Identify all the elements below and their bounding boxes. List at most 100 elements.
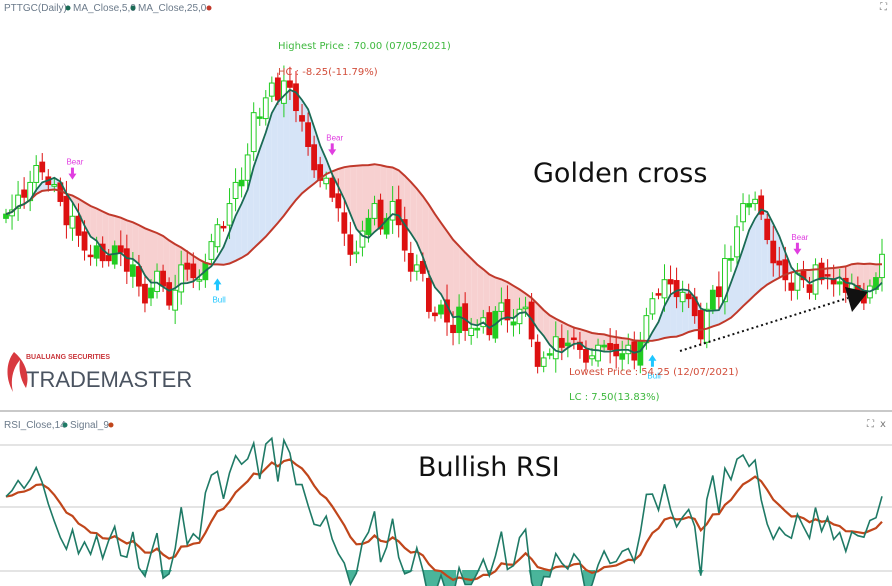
bull-candle [383,217,390,235]
ma-fill-segment [749,218,756,301]
bull-candle [172,289,179,311]
bull-candle [244,154,251,181]
lowest-price-label: Lowest Price : 54.25 (12/07/2021) [569,367,739,378]
bear-candle [667,279,674,285]
bull-candle [516,308,523,325]
bullish-rsi-label: Bullish RSI [418,452,560,483]
lc-label: LC : 7.50(13.83%) [569,392,660,403]
bull-candle [196,279,203,282]
bear-candle [407,252,414,272]
bull-candle [214,224,221,248]
bear-candle [75,215,82,236]
ma-fill-segment [664,294,671,339]
ma-fill-segment [404,175,411,234]
ma-fill-segment [247,166,254,255]
ma-fill-segment [857,263,864,291]
bear-candle [21,189,28,198]
bull-candle [51,184,58,187]
bear-signal-label: Bear [66,158,83,167]
trend-arrow-head [845,287,868,312]
bull-candle [595,344,601,362]
rsi-line [5,436,883,586]
logo-product: TRADEMASTER [26,367,192,392]
bear-candle [788,282,795,291]
bear-candle [401,219,408,251]
ma-fill-segment [217,247,224,265]
bull-candle [510,321,517,326]
ma-fill-segment [241,189,248,258]
bear-candle [142,283,148,304]
bear-candle [220,225,227,229]
hc-label: HC : -8.25(-11.79%) [278,67,378,78]
ma-fast-color-dot [130,5,136,11]
maximize-icon[interactable]: ⛶ [879,2,888,13]
bear-candle [758,195,765,215]
bear-candle [190,263,197,279]
bull-candle [281,80,287,104]
ma-fill-segment [737,248,744,313]
bull-candle [262,97,269,120]
ma-fill-segment [658,305,665,340]
bear-candle [818,262,825,281]
bull-candle [468,327,475,337]
bull-candle [15,194,21,209]
ma-slow-legend-dot [206,5,212,11]
rsi-maximize-icon[interactable]: ⛶ [866,419,875,430]
ma-fill-segment [718,298,725,325]
bear-candle [299,115,305,122]
bear-candle [570,337,577,341]
rsi-close-icon[interactable]: x [880,419,886,430]
bull-candle [728,258,734,261]
ma-fill-segment [851,263,858,287]
signal-markers: Bear Bull Bear Bull Bear [66,133,808,380]
bear-candle [39,161,46,173]
bull-candle [148,287,154,299]
bull-candle [353,251,360,255]
bull-candle [208,241,215,260]
ma-fill-segment [289,89,296,208]
ma-fill-segment [459,246,466,320]
bull-candle [619,353,626,360]
bull-candle [226,203,233,226]
bull-candle [456,306,463,334]
bear-arrow-icon [68,167,77,180]
bear-candle [311,144,318,171]
bear-candle [63,195,70,226]
ma-fill-segment [755,209,762,295]
bull-candle [359,230,366,248]
bear-candle [770,240,777,264]
ma-fill-segment [338,167,345,200]
bull-candle [178,264,185,293]
bull-candle [232,181,239,199]
ma-fill-segment [90,205,97,241]
bear-arrow-icon [793,242,802,255]
bull-candle [661,279,668,299]
ma-fill-segment [350,165,357,229]
bear-candle [432,312,438,317]
ma-fill-segment [138,225,145,276]
ma-fill-segment [471,258,478,326]
ma-fill-segment [223,231,230,265]
bear-candle [274,77,281,101]
ma-fill-segment [670,290,677,338]
ma-fill-segment [356,165,363,236]
bear-candle [558,337,565,348]
ma-fill-segment [434,214,441,295]
bull-candle [546,353,553,356]
bear-candle [685,293,692,300]
bear-candle [293,83,299,112]
bear-candle [305,122,311,147]
bear-candle [655,293,662,296]
ma-fill-segment [108,214,115,255]
ma-fast-legend-dot [65,5,71,11]
rsi-oversold-fill [141,570,704,586]
bear-candle [462,303,469,331]
ma-fill-segment [144,228,151,283]
bear-signal-label: Bear [791,233,808,242]
bear-candle [123,248,130,272]
bear-candle [419,261,426,274]
bear-candle [631,341,638,361]
bear-candle [335,193,342,209]
bear-candle [160,270,166,287]
bear-candle [287,80,293,88]
